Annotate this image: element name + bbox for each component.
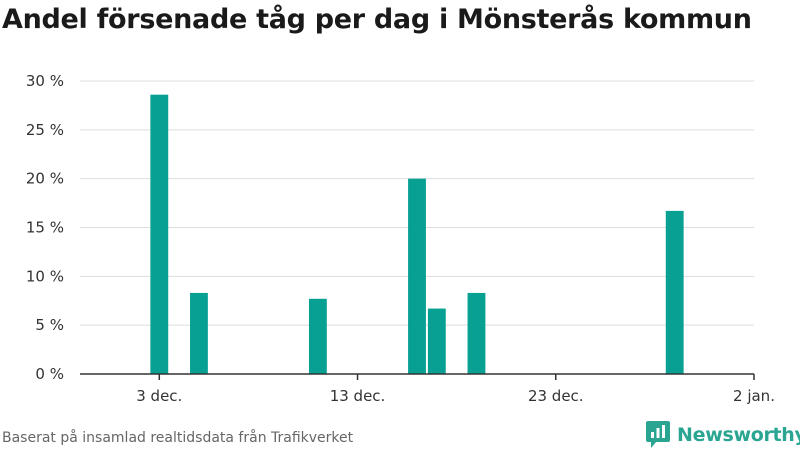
bars: [150, 94, 684, 374]
y-tick-label: 5 %: [35, 316, 64, 334]
bar: [190, 292, 208, 374]
x-tick-label: 2 jan.: [733, 387, 775, 405]
y-tick-label: 25 %: [26, 121, 64, 139]
bar: [150, 94, 169, 374]
source-note: Baserat på insamlad realtidsdata från Tr…: [2, 430, 354, 446]
x-tick-label: 23 dec.: [528, 387, 584, 405]
newsworthy-logo[interactable]: Newsworthy: [645, 420, 800, 450]
y-axis-labels: 0 % 5 % 10 % 15 % 20 % 25 % 30 %: [26, 72, 64, 383]
x-tick-label: 13 dec.: [330, 387, 386, 405]
newsworthy-logo-icon: [646, 421, 670, 448]
y-tick-label: 10 %: [26, 267, 64, 285]
bar: [408, 178, 426, 374]
y-tick-label: 30 %: [26, 72, 64, 90]
y-tick-label: 0 %: [35, 365, 64, 383]
x-axis-labels: 3 dec. 13 dec. 23 dec. 2 jan.: [136, 387, 775, 405]
bar-chart: 0 % 5 % 10 % 15 % 20 % 25 % 30 % 3 dec. 13 dec.…: [26, 72, 775, 405]
y-tick-label: 15 %: [26, 219, 64, 237]
x-tick-label: 3 dec.: [136, 387, 182, 405]
newsworthy-logo-text: Newsworthy: [677, 424, 800, 446]
bar: [467, 292, 486, 374]
chart-title: Andel försenade tåg per dag i Mönsterås …: [2, 4, 752, 35]
y-tick-label: 20 %: [26, 170, 64, 188]
bar: [665, 210, 684, 374]
bar: [308, 298, 327, 374]
bar: [427, 308, 446, 374]
x-axis: [80, 373, 755, 380]
